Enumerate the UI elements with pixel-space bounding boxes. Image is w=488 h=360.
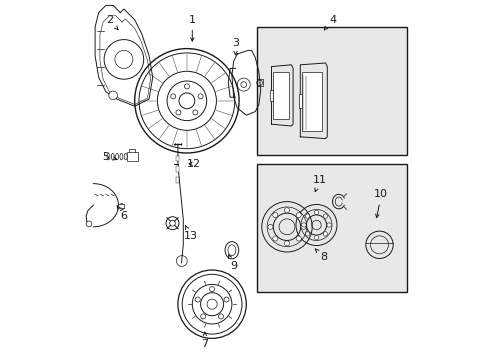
Circle shape — [86, 221, 92, 227]
Circle shape — [195, 297, 200, 302]
Circle shape — [218, 314, 223, 319]
Circle shape — [314, 210, 318, 215]
Bar — [302, 72, 321, 131]
Bar — [273, 72, 289, 119]
Text: 8: 8 — [315, 249, 326, 262]
Circle shape — [272, 236, 277, 241]
Text: 10: 10 — [373, 189, 387, 217]
Circle shape — [326, 223, 330, 227]
Circle shape — [296, 212, 301, 217]
Text: 9: 9 — [228, 255, 237, 271]
Circle shape — [224, 297, 228, 302]
Circle shape — [272, 212, 277, 217]
Circle shape — [323, 214, 327, 218]
Text: 4: 4 — [324, 15, 336, 30]
Circle shape — [301, 223, 305, 227]
Text: 7: 7 — [201, 332, 208, 349]
Bar — [269, 90, 273, 101]
Text: 13: 13 — [183, 225, 197, 241]
Text: 3: 3 — [231, 38, 239, 55]
Text: 1: 1 — [188, 15, 195, 41]
Circle shape — [314, 235, 318, 240]
Circle shape — [170, 94, 175, 99]
Bar — [257, 164, 406, 292]
Circle shape — [179, 93, 194, 109]
Circle shape — [301, 224, 305, 229]
Circle shape — [108, 91, 117, 100]
Bar — [176, 156, 179, 161]
Bar — [176, 177, 179, 183]
Bar — [127, 152, 137, 161]
Circle shape — [296, 236, 301, 241]
Text: 5: 5 — [102, 152, 116, 162]
Text: 6: 6 — [117, 206, 127, 221]
Bar — [118, 204, 124, 208]
Circle shape — [184, 84, 189, 89]
Text: 2: 2 — [106, 15, 118, 30]
Circle shape — [284, 208, 289, 213]
Circle shape — [206, 299, 217, 309]
Circle shape — [305, 214, 309, 218]
Circle shape — [200, 314, 205, 319]
Bar — [176, 166, 179, 172]
Bar — [257, 27, 406, 155]
Circle shape — [267, 224, 272, 229]
Bar — [298, 94, 302, 108]
Circle shape — [198, 94, 203, 99]
Text: 11: 11 — [312, 175, 326, 192]
Circle shape — [209, 287, 214, 292]
Circle shape — [192, 110, 198, 115]
Text: 12: 12 — [186, 159, 201, 169]
Circle shape — [305, 232, 309, 236]
Circle shape — [323, 232, 327, 236]
Circle shape — [176, 110, 181, 115]
Circle shape — [284, 241, 289, 246]
